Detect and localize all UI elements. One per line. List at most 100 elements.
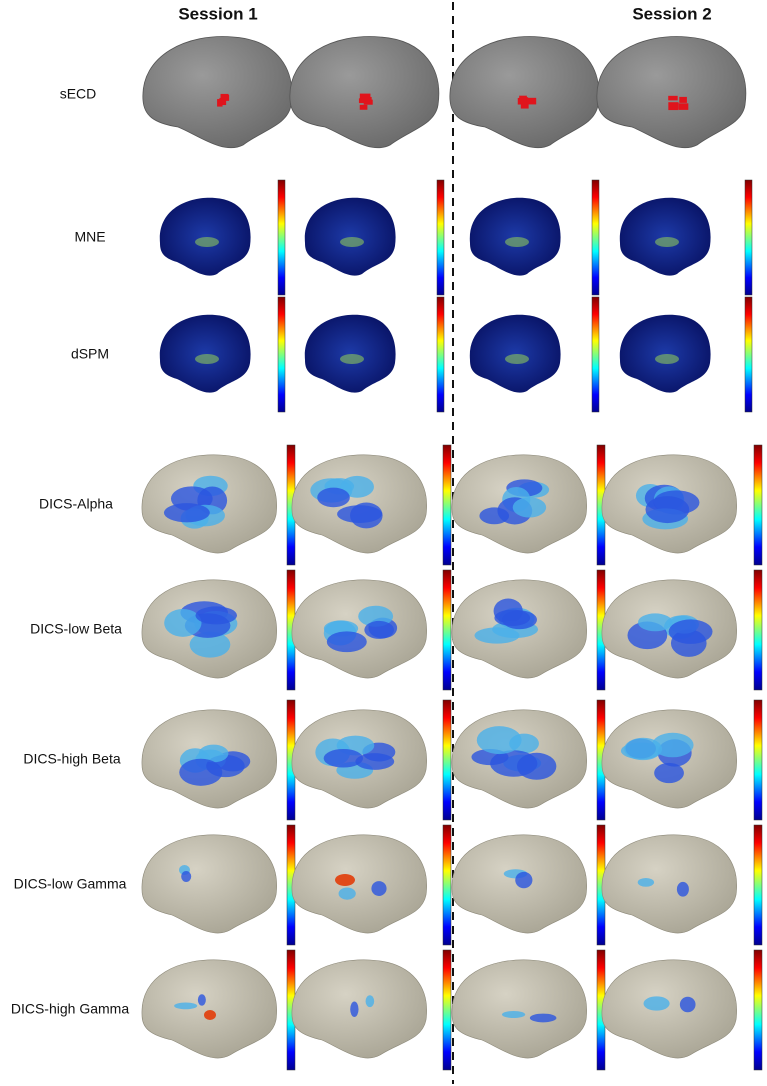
activation xyxy=(668,95,678,101)
activation xyxy=(637,613,673,632)
brain xyxy=(451,699,606,821)
activation xyxy=(679,996,696,1013)
row-label: DICS-Alpha xyxy=(39,496,113,512)
brain-surface xyxy=(159,314,251,393)
activation xyxy=(651,732,694,758)
activation xyxy=(515,871,533,889)
activation xyxy=(220,94,230,101)
activation xyxy=(198,744,229,763)
brain-surface xyxy=(291,579,427,679)
brain xyxy=(596,36,747,149)
brain-surface xyxy=(601,834,737,934)
colorbar xyxy=(744,179,753,296)
brain xyxy=(289,36,440,149)
activation xyxy=(668,619,713,644)
brain-surface xyxy=(601,959,737,1059)
activation xyxy=(350,1001,359,1017)
brain xyxy=(291,949,452,1071)
colorbar xyxy=(753,824,763,946)
brain xyxy=(141,949,296,1071)
brain xyxy=(601,444,763,566)
brain xyxy=(449,36,600,149)
activation xyxy=(338,887,356,900)
activation xyxy=(654,762,684,784)
activation xyxy=(355,753,395,770)
brain-surface xyxy=(469,314,561,393)
colorbar xyxy=(442,824,452,946)
row-label: dSPM xyxy=(71,346,109,362)
activation xyxy=(517,97,527,105)
brain-surface xyxy=(142,36,293,149)
activation xyxy=(643,996,670,1011)
brain xyxy=(141,569,296,691)
brain-surface xyxy=(469,197,561,276)
brain xyxy=(451,824,606,946)
brain xyxy=(469,179,600,296)
brain-surface xyxy=(291,834,427,934)
activation xyxy=(359,93,371,102)
activation xyxy=(678,103,689,110)
brain-surface xyxy=(289,36,440,149)
brain xyxy=(291,444,452,566)
row-label: sECD xyxy=(60,86,97,102)
brain-surface xyxy=(304,197,396,276)
colorbar xyxy=(753,569,763,691)
activation xyxy=(505,354,529,364)
brain xyxy=(141,824,296,946)
activation xyxy=(197,994,206,1006)
brain xyxy=(601,569,763,691)
activation xyxy=(474,627,520,644)
activation xyxy=(676,881,689,897)
colorbar xyxy=(442,949,452,1071)
brain xyxy=(601,824,763,946)
activation xyxy=(526,97,537,105)
activation xyxy=(668,102,679,111)
activation xyxy=(371,881,387,896)
brain xyxy=(451,949,606,1071)
activation xyxy=(219,97,227,106)
brain-surface xyxy=(619,314,711,393)
brain-surface xyxy=(304,314,396,393)
activation xyxy=(501,1011,526,1019)
colorbar xyxy=(442,569,452,691)
row-label: DICS-high Beta xyxy=(23,751,120,767)
activation xyxy=(502,610,537,630)
activation xyxy=(323,748,364,768)
colorbar xyxy=(436,296,445,413)
activation xyxy=(163,503,210,523)
activation xyxy=(164,608,202,637)
brain xyxy=(619,296,753,413)
colorbar xyxy=(753,949,763,1071)
row-label: DICS-low Beta xyxy=(30,621,122,637)
activation xyxy=(645,496,690,524)
activation xyxy=(195,237,219,247)
brain xyxy=(451,569,606,691)
colorbar xyxy=(591,296,600,413)
brain xyxy=(291,824,452,946)
activation xyxy=(335,874,355,886)
session-heading: Session 2 xyxy=(632,4,711,23)
brain-surface xyxy=(596,36,747,149)
brain-surface xyxy=(619,197,711,276)
colorbar xyxy=(753,699,763,821)
row-label: DICS-low Gamma xyxy=(14,876,127,892)
colorbar xyxy=(277,296,286,413)
activation xyxy=(195,606,238,625)
colorbar xyxy=(753,444,763,566)
activation xyxy=(174,1002,198,1010)
colorbar xyxy=(591,179,600,296)
activation xyxy=(364,620,395,639)
activation xyxy=(204,1010,216,1020)
brain-surface xyxy=(291,959,427,1059)
activation xyxy=(179,758,223,786)
brain xyxy=(619,179,753,296)
colorbar xyxy=(442,699,452,821)
brain-surface xyxy=(451,959,587,1059)
activation xyxy=(505,237,529,247)
activation xyxy=(195,354,219,364)
activation xyxy=(529,1013,557,1023)
brain-surface xyxy=(449,36,600,149)
brain-surface xyxy=(141,959,277,1059)
colorbar xyxy=(436,179,445,296)
activation xyxy=(337,505,382,523)
